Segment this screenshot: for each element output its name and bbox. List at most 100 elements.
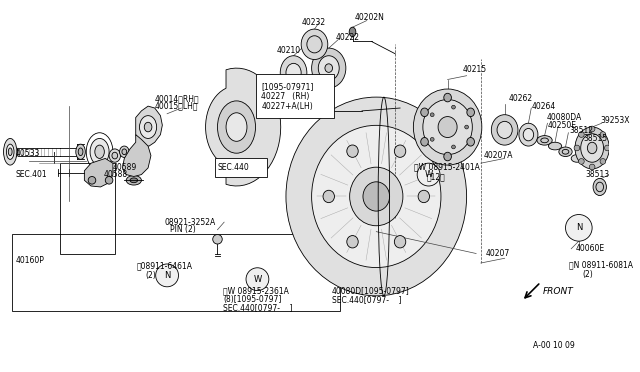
Text: 40207A: 40207A xyxy=(484,151,513,160)
Circle shape xyxy=(246,268,269,291)
Ellipse shape xyxy=(420,138,428,146)
Ellipse shape xyxy=(312,48,346,88)
Text: W: W xyxy=(253,275,262,284)
Ellipse shape xyxy=(323,190,335,203)
Ellipse shape xyxy=(394,235,406,248)
Circle shape xyxy=(430,137,434,141)
Text: 38512: 38512 xyxy=(570,126,593,135)
Text: ⓝN 08911-6081A: ⓝN 08911-6081A xyxy=(570,260,634,269)
Ellipse shape xyxy=(347,235,358,248)
Ellipse shape xyxy=(301,29,328,60)
Text: 40222: 40222 xyxy=(335,33,360,42)
Circle shape xyxy=(430,113,434,117)
Ellipse shape xyxy=(318,56,339,80)
Ellipse shape xyxy=(349,27,356,37)
Text: 40215: 40215 xyxy=(463,65,487,74)
Text: 40250E: 40250E xyxy=(547,121,577,130)
Ellipse shape xyxy=(548,142,562,150)
Text: 40060E: 40060E xyxy=(576,244,605,253)
Ellipse shape xyxy=(286,97,467,296)
Ellipse shape xyxy=(140,116,157,138)
Text: 40015〈LH〉: 40015〈LH〉 xyxy=(155,102,198,110)
Circle shape xyxy=(88,176,96,184)
Ellipse shape xyxy=(537,136,552,145)
Text: SEC.401: SEC.401 xyxy=(16,170,47,179)
Ellipse shape xyxy=(4,138,17,165)
Circle shape xyxy=(605,145,610,151)
Text: 40232: 40232 xyxy=(301,18,325,27)
Ellipse shape xyxy=(519,123,538,146)
Ellipse shape xyxy=(6,144,14,159)
Ellipse shape xyxy=(226,113,247,141)
FancyBboxPatch shape xyxy=(60,163,115,253)
Ellipse shape xyxy=(467,108,474,116)
Text: N: N xyxy=(164,271,170,280)
Ellipse shape xyxy=(572,155,582,162)
Circle shape xyxy=(574,145,580,151)
Ellipse shape xyxy=(438,116,457,138)
Text: 40210: 40210 xyxy=(276,46,301,55)
Text: ⓍW 08915-2361A: ⓍW 08915-2361A xyxy=(223,286,289,295)
Circle shape xyxy=(465,125,468,129)
Ellipse shape xyxy=(112,152,118,159)
Ellipse shape xyxy=(423,99,472,155)
Ellipse shape xyxy=(8,148,12,155)
Text: A-00 10 09: A-00 10 09 xyxy=(533,341,575,350)
Text: 40264: 40264 xyxy=(531,102,556,110)
Text: 40589: 40589 xyxy=(113,163,137,173)
Circle shape xyxy=(589,126,595,132)
Ellipse shape xyxy=(593,179,606,196)
Text: (2): (2) xyxy=(145,271,156,280)
Ellipse shape xyxy=(349,167,403,226)
Ellipse shape xyxy=(218,101,255,153)
FancyBboxPatch shape xyxy=(214,158,267,177)
Text: 38515: 38515 xyxy=(584,134,608,143)
Text: 40080D[1095-0797]: 40080D[1095-0797] xyxy=(332,286,410,295)
Polygon shape xyxy=(14,148,18,158)
Ellipse shape xyxy=(90,138,109,165)
Ellipse shape xyxy=(523,128,534,141)
Text: 40227+A(LH): 40227+A(LH) xyxy=(261,102,313,110)
Polygon shape xyxy=(136,106,163,146)
Text: [1095-07971]: [1095-07971] xyxy=(261,83,314,92)
Text: (2): (2) xyxy=(582,270,593,279)
Text: 40080DA: 40080DA xyxy=(547,113,582,122)
Ellipse shape xyxy=(559,147,572,157)
Ellipse shape xyxy=(130,178,138,183)
Circle shape xyxy=(156,264,179,287)
Text: ⓍW 08915-2401A: ⓍW 08915-2401A xyxy=(414,163,480,171)
Circle shape xyxy=(212,234,222,244)
Text: 40262: 40262 xyxy=(508,94,532,103)
Text: 38513: 38513 xyxy=(585,170,609,179)
Ellipse shape xyxy=(467,138,474,146)
Ellipse shape xyxy=(420,108,428,116)
Circle shape xyxy=(452,105,456,109)
Polygon shape xyxy=(122,135,151,176)
Text: 40588: 40588 xyxy=(104,170,127,179)
Ellipse shape xyxy=(120,146,129,157)
Circle shape xyxy=(600,132,605,137)
Polygon shape xyxy=(205,68,281,186)
Ellipse shape xyxy=(580,134,604,162)
Text: SEC.440[0797-    ]: SEC.440[0797- ] xyxy=(332,295,401,304)
Text: 40533: 40533 xyxy=(16,149,40,158)
Ellipse shape xyxy=(418,190,429,203)
Circle shape xyxy=(566,215,592,241)
Ellipse shape xyxy=(413,89,482,165)
Ellipse shape xyxy=(144,122,152,132)
Text: SEC.440[0797-    ]: SEC.440[0797- ] xyxy=(223,303,292,312)
Text: SEC.440: SEC.440 xyxy=(218,163,249,173)
Text: FRONT: FRONT xyxy=(543,287,573,296)
Text: ⓝ08911-6461A: ⓝ08911-6461A xyxy=(137,262,193,270)
Ellipse shape xyxy=(280,56,307,90)
Circle shape xyxy=(600,158,605,164)
Circle shape xyxy=(417,163,440,186)
Ellipse shape xyxy=(76,144,85,159)
Circle shape xyxy=(589,164,595,170)
Ellipse shape xyxy=(363,182,390,211)
Text: 40202N: 40202N xyxy=(355,13,384,22)
Text: 40014〈RH〉: 40014〈RH〉 xyxy=(155,94,199,103)
Text: 40207: 40207 xyxy=(486,249,510,258)
Circle shape xyxy=(579,158,584,164)
Ellipse shape xyxy=(492,115,518,145)
